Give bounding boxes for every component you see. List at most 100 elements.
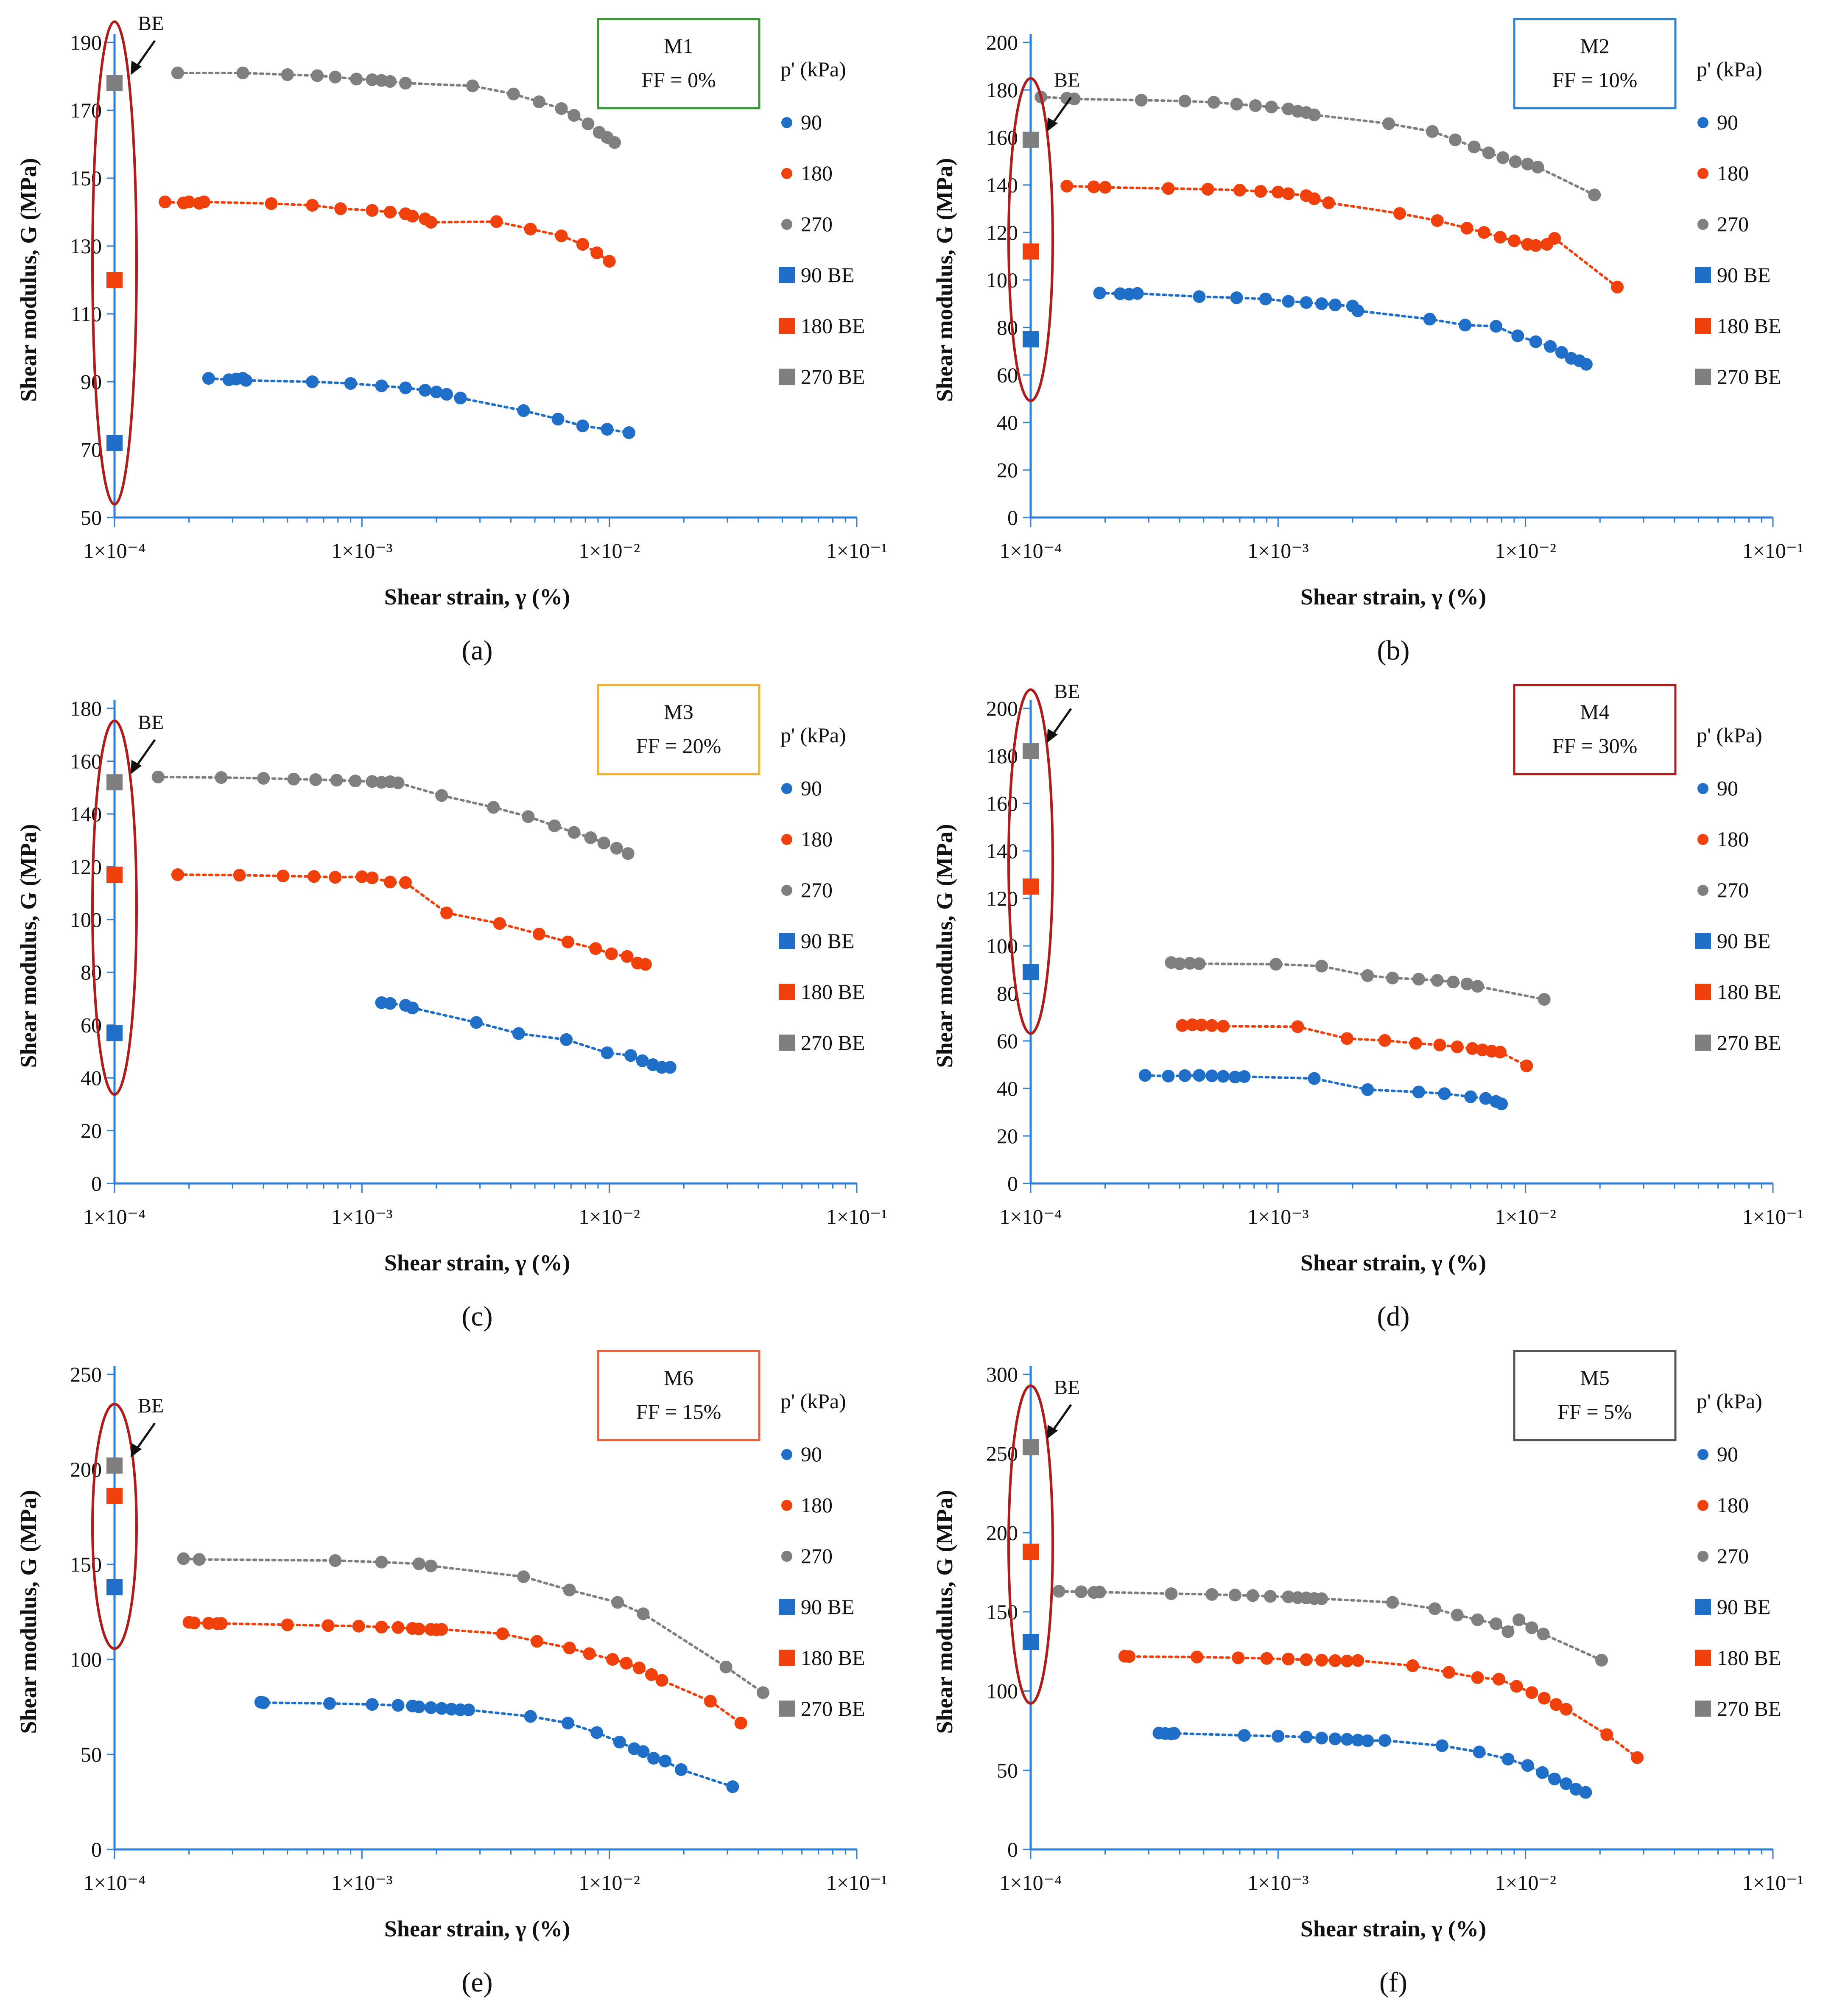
data-point-180 (334, 202, 347, 215)
data-point-180 (1549, 1698, 1563, 1711)
data-point-270 (568, 109, 581, 122)
y-tick-label: 100 (986, 1679, 1018, 1703)
data-point-90 (462, 1704, 475, 1717)
be-arrow-shaft (134, 40, 156, 70)
data-point-180 (329, 871, 342, 884)
data-point-270 (171, 67, 184, 79)
data-point-270 (1052, 1585, 1065, 1598)
y-tick-label: 0 (1007, 1838, 1018, 1861)
legend-title: p' (kPa) (1697, 723, 1762, 747)
data-point-90 (1501, 1753, 1515, 1766)
data-point-90 (1438, 1087, 1451, 1100)
data-point-90 (1464, 1090, 1477, 1103)
panel-label: (d) (1377, 1301, 1410, 1332)
data-point-90 (1412, 1085, 1425, 1099)
y-tick-label: 100 (70, 908, 102, 931)
legend-marker-180 (781, 168, 792, 179)
be-point-90 (1023, 964, 1039, 980)
data-point-180 (1162, 182, 1175, 195)
data-point-270 (1471, 980, 1484, 993)
data-point-180 (1393, 207, 1406, 220)
legend-entry: 270 BE (801, 1031, 865, 1055)
data-point-270 (329, 70, 342, 84)
data-point-270 (507, 87, 520, 101)
data-point-180 (1308, 192, 1321, 205)
data-point-90 (1216, 1070, 1230, 1083)
mix-box (597, 18, 760, 109)
data-point-90 (435, 1702, 448, 1715)
data-point-270 (1178, 95, 1191, 108)
x-tick-label: 1×10⁻¹ (1742, 539, 1804, 562)
data-point-180 (589, 942, 602, 955)
data-point-270 (1165, 1587, 1178, 1600)
y-tick-label: 100 (986, 268, 1018, 292)
data-point-270 (719, 1660, 732, 1673)
data-point-270 (1521, 157, 1534, 171)
data-point-270 (311, 69, 324, 82)
data-point-180 (1466, 1042, 1479, 1055)
x-axis-title: Shear strain, γ (%) (384, 584, 570, 610)
be-point-270 (106, 1457, 123, 1474)
data-point-90 (419, 384, 432, 397)
data-point-90 (1536, 1766, 1549, 1779)
data-point-270 (1264, 1590, 1277, 1603)
data-point-270 (1386, 971, 1399, 985)
data-point-270 (533, 95, 546, 108)
be-point-270 (106, 774, 123, 791)
data-point-90 (1168, 1727, 1181, 1740)
data-point-270 (257, 772, 270, 785)
data-point-270 (1315, 959, 1328, 973)
y-tick-label: 100 (70, 1648, 102, 1671)
data-point-90 (1138, 1069, 1152, 1082)
data-point-90 (1569, 1783, 1582, 1796)
data-point-90 (551, 413, 565, 425)
mix-fines-fraction: FF = 0% (641, 68, 716, 92)
y-tick-label: 40 (997, 1077, 1018, 1100)
legend-entry: 270 BE (1717, 365, 1781, 389)
data-point-270 (1282, 1590, 1295, 1603)
y-axis-title: Shear modulus, G (MPa) (932, 1490, 957, 1734)
data-point-90 (470, 1016, 483, 1029)
legend-entry: 270 (1717, 212, 1749, 236)
data-point-180 (1431, 214, 1444, 227)
y-tick-label: 190 (70, 31, 102, 54)
legend-entry: 90 BE (801, 929, 854, 953)
data-point-180 (1631, 1751, 1644, 1764)
data-point-180 (603, 255, 616, 268)
legend-entry: 90 BE (801, 1595, 854, 1619)
data-point-90 (323, 1697, 336, 1710)
data-point-270 (517, 1570, 530, 1583)
be-point-270 (106, 75, 123, 91)
data-point-90 (1548, 1772, 1561, 1785)
legend-title: p' (kPa) (780, 57, 846, 81)
data-point-90 (1521, 1759, 1534, 1772)
data-point-180 (633, 1662, 646, 1675)
data-point-180 (1340, 1654, 1353, 1667)
legend-entry: 180 BE (1717, 980, 1781, 1004)
data-point-180 (215, 1617, 228, 1630)
trend-line-90 (207, 377, 630, 434)
data-point-270 (366, 775, 379, 788)
data-point-270 (555, 102, 568, 115)
be-point-270 (1023, 1439, 1039, 1455)
data-point-270 (608, 136, 621, 149)
data-point-270 (193, 1553, 206, 1566)
data-point-90 (412, 1701, 425, 1713)
data-point-90 (613, 1735, 626, 1748)
panel-label: (e) (461, 1967, 492, 1998)
legend-marker-90-be (779, 267, 795, 283)
data-point-180 (493, 917, 506, 930)
data-point-180 (606, 1653, 619, 1666)
legend-entry: 270 (1717, 878, 1749, 902)
data-point-180 (1340, 1032, 1353, 1045)
data-point-180 (1471, 1671, 1484, 1684)
data-point-270 (309, 773, 322, 786)
data-point-180 (639, 958, 652, 971)
data-point-180 (1328, 1654, 1342, 1667)
data-point-270 (1246, 1589, 1259, 1602)
data-point-270 (1249, 99, 1262, 112)
data-point-90 (1238, 1070, 1251, 1083)
legend-entry: 90 (801, 776, 822, 800)
